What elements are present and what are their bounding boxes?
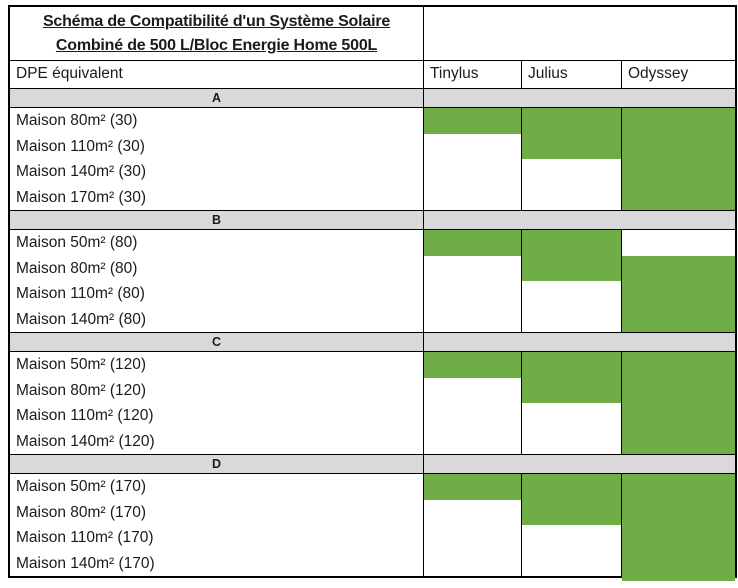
compat-cell-odyssey-compatible [622, 499, 735, 525]
compat-cell-tinylus-empty [424, 184, 521, 210]
compat-cell-odyssey-compatible [622, 159, 735, 185]
title-block: Schéma de Compatibilité d'un Système Sol… [10, 7, 735, 61]
compat-cell-julius-compatible [522, 377, 621, 403]
row-header-dpe: DPE équivalent [10, 61, 423, 88]
compat-cell-tinylus-empty [424, 133, 521, 159]
row-label: Maison 50m² (170) [10, 474, 423, 500]
title-empty-cell [424, 7, 735, 60]
section-rows: Maison 50m² (80) Maison 80m² (80) Maison 1… [10, 230, 735, 332]
section-rows: Maison 80m² (30) Maison 110m² (30) Maison … [10, 108, 735, 210]
section-label: D [211, 457, 222, 471]
row-label: Maison 110m² (30) [10, 133, 423, 159]
section-band-right [424, 333, 735, 351]
compat-cell-tinylus-empty [424, 306, 521, 332]
compat-cell-julius-empty [522, 525, 621, 551]
section-band-right [424, 455, 735, 473]
section-rows: Maison 50m² (120) Maison 80m² (120) Maison… [10, 352, 735, 454]
section-band-left: A [10, 89, 423, 107]
section-band-right [424, 211, 735, 229]
compat-cell-odyssey-compatible [622, 306, 735, 332]
compat-cell-tinylus-empty [424, 281, 521, 307]
compat-cell-odyssey-compatible [622, 525, 735, 551]
compat-cell-julius-compatible [522, 133, 621, 159]
column-header-julius: Julius [522, 61, 621, 88]
row-label: Maison 80m² (30) [10, 108, 423, 134]
compat-cell-tinylus-empty [424, 403, 521, 429]
compat-cell-tinylus-empty [424, 377, 521, 403]
row-label: Maison 50m² (80) [10, 230, 423, 256]
section-band: D [10, 454, 735, 474]
compat-cell-odyssey-compatible [622, 281, 735, 307]
table-title: Schéma de Compatibilité d'un Système Sol… [10, 7, 423, 60]
section-label: C [211, 335, 222, 349]
compat-cell-odyssey-compatible [622, 184, 735, 210]
compat-cell-odyssey-compatible [622, 377, 735, 403]
compat-cell-julius-compatible [522, 352, 621, 378]
section-band-right [424, 89, 735, 107]
compat-cell-tinylus-empty [424, 550, 521, 576]
row-label: Maison 110m² (120) [10, 403, 423, 429]
column-header-odyssey: Odyssey [622, 61, 735, 88]
compat-cell-tinylus-empty [424, 428, 521, 454]
section-band: C [10, 332, 735, 352]
compat-cell-odyssey-compatible [622, 428, 735, 454]
compat-cell-julius-compatible [522, 499, 621, 525]
compat-cell-odyssey-compatible [622, 403, 735, 429]
row-label: Maison 140m² (80) [10, 306, 423, 332]
compat-cell-tinylus-compatible [424, 352, 521, 378]
compat-cell-julius-empty [522, 306, 621, 332]
section-label: A [211, 91, 222, 105]
compat-cell-julius-empty [522, 184, 621, 210]
compat-cell-tinylus-compatible [424, 474, 521, 500]
compat-cell-tinylus-compatible [424, 108, 521, 134]
compatibility-table: Schéma de Compatibilité d'un Système Sol… [8, 5, 737, 581]
section-band-left: C [10, 333, 423, 351]
compat-cell-odyssey-compatible [622, 255, 735, 281]
section-rows: Maison 50m² (170) Maison 80m² (170) Maison… [10, 474, 735, 581]
row-label: Maison 80m² (80) [10, 255, 423, 281]
compat-cell-julius-empty [522, 403, 621, 429]
section-label: B [211, 213, 222, 227]
compat-cell-odyssey-empty [622, 230, 735, 256]
compat-cell-tinylus-compatible [424, 230, 521, 256]
section-band: A [10, 88, 735, 108]
row-label: Maison 110m² (80) [10, 281, 423, 307]
row-label: Maison 80m² (170) [10, 499, 423, 525]
compat-cell-odyssey-compatible [622, 108, 735, 134]
compat-cell-tinylus-empty [424, 499, 521, 525]
compat-cell-odyssey-compatible [622, 352, 735, 378]
compat-cell-tinylus-empty [424, 255, 521, 281]
compat-cell-tinylus-empty [424, 159, 521, 185]
sections-container: A Maison 80m² (30) Maison 110m² (30) Maison… [10, 88, 735, 581]
compat-cell-julius-empty [522, 550, 621, 576]
row-label: Maison 140m² (120) [10, 428, 423, 454]
compat-cell-tinylus-empty [424, 525, 521, 551]
section-band-left: D [10, 455, 423, 473]
section-band: B [10, 210, 735, 230]
compat-cell-odyssey-compatible [622, 133, 735, 159]
row-label: Maison 140m² (30) [10, 159, 423, 185]
compat-cell-julius-empty [522, 281, 621, 307]
compat-cell-julius-compatible [522, 108, 621, 134]
column-header-row: DPE équivalent Tinylus Julius Odyssey [10, 61, 735, 88]
compat-cell-julius-empty [522, 428, 621, 454]
compat-cell-odyssey-compatible [622, 474, 735, 500]
row-label: Maison 170m² (30) [10, 184, 423, 210]
title-line-1: Schéma de Compatibilité d'un Système Sol… [42, 12, 391, 30]
title-line-2: Combiné de 500 L/Bloc Energie Home 500L [55, 36, 378, 54]
compat-cell-julius-compatible [522, 255, 621, 281]
row-label: Maison 80m² (120) [10, 377, 423, 403]
section-band-left: B [10, 211, 423, 229]
column-header-tinylus: Tinylus [424, 61, 521, 88]
row-label: Maison 110m² (170) [10, 525, 423, 551]
row-label: Maison 50m² (120) [10, 352, 423, 378]
compat-cell-julius-empty [522, 159, 621, 185]
compat-cell-julius-compatible [522, 474, 621, 500]
compat-cell-odyssey-compatible [622, 550, 735, 581]
row-label: Maison 140m² (170) [10, 550, 423, 576]
compat-cell-julius-compatible [522, 230, 621, 256]
